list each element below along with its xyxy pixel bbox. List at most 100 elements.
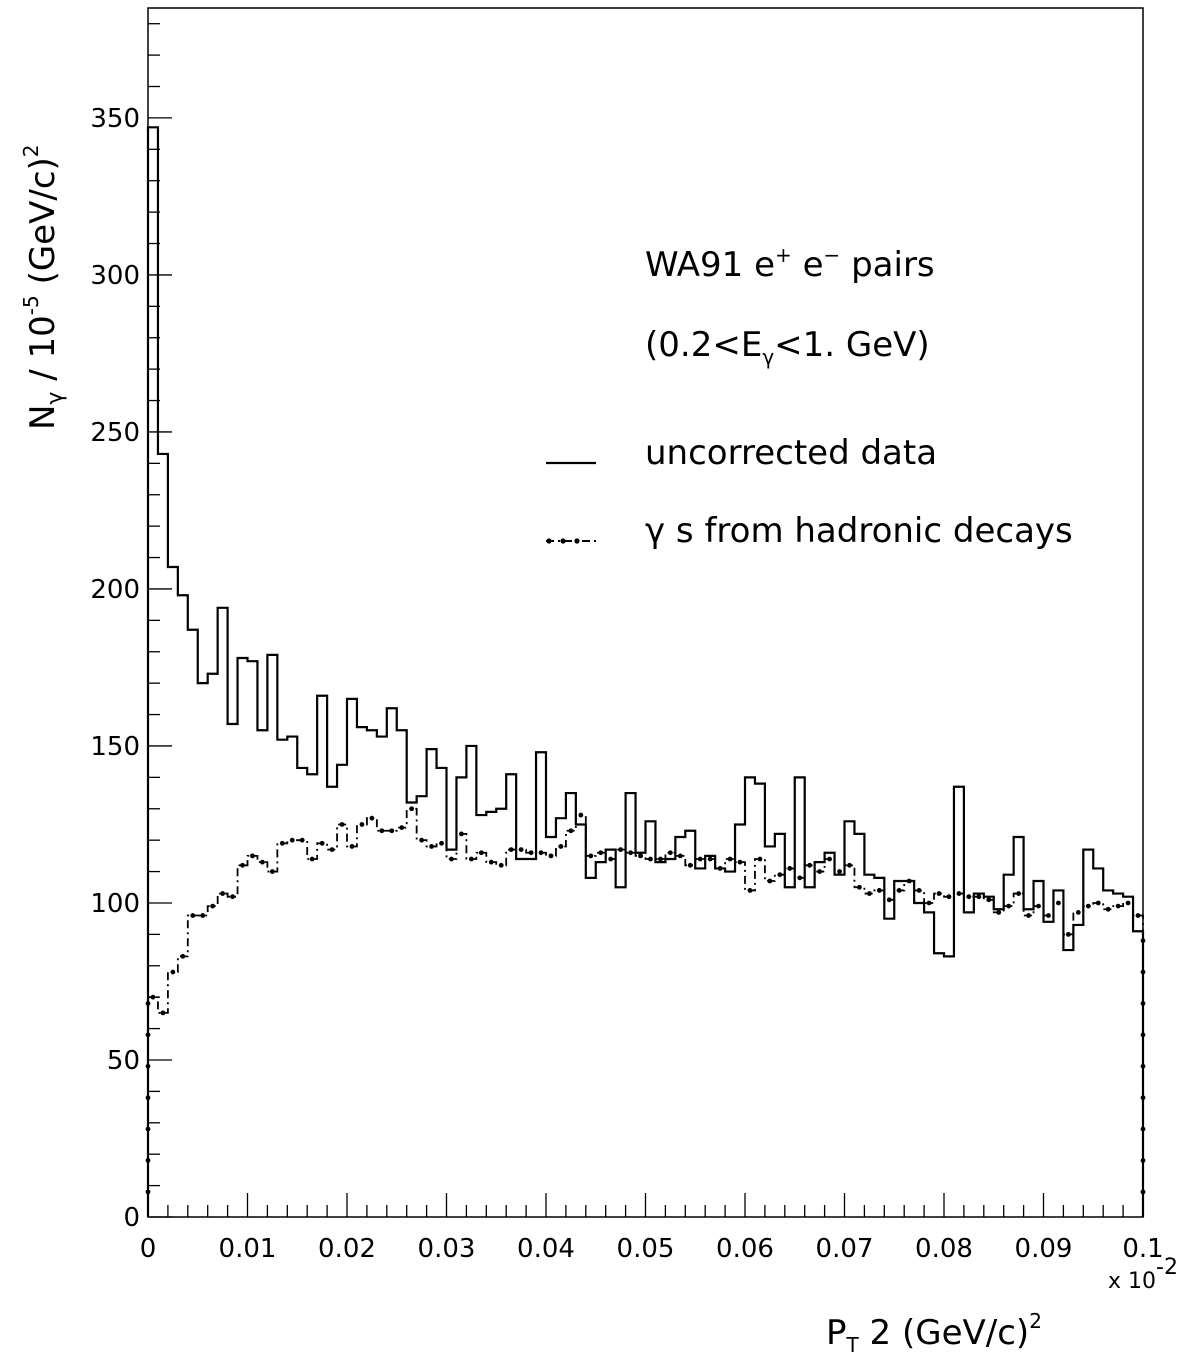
hadronic-dot (439, 840, 444, 846)
hadronic-dot (1135, 913, 1141, 918)
hadronic-dot (618, 847, 624, 852)
hadronic-dot (260, 859, 265, 865)
x-multiplier: x 10-2 (1108, 1255, 1178, 1294)
hadronic-edge-dot (1140, 1032, 1146, 1038)
x-tick-label: 0.01 (219, 1234, 277, 1264)
legend-swatch-dot-2 (560, 538, 566, 544)
hadronic-edge-dot (1140, 969, 1146, 975)
annotation-energy-b: <1. GeV) (774, 325, 930, 365)
hadronic-dot (279, 840, 285, 846)
hadronic-dot (747, 888, 753, 893)
hadronic-dot (667, 850, 673, 856)
hadronic-dot (876, 888, 882, 893)
hadronic-dot (1056, 900, 1061, 906)
hadronic-dot (508, 847, 514, 852)
hadronic-dot (817, 869, 823, 874)
hadronic-dot (468, 856, 474, 862)
hadronic-edge-dot (145, 1189, 151, 1195)
hadronic-dot (419, 837, 425, 843)
annotation-experiment-sup2: − (824, 243, 841, 267)
hadronic-dot (329, 847, 335, 852)
y-axis-label-sub: γ (43, 392, 68, 405)
hadronic-dot (1006, 903, 1012, 909)
hadronic-dot (727, 856, 733, 862)
hadronic-dot (598, 850, 604, 856)
annotation-energy-range: (0.2<Eγ<1. GeV) (645, 325, 930, 369)
hadronic-dot (339, 822, 345, 827)
y-axis-label-rest: (GeV/c) (23, 157, 63, 295)
hadronic-dot (777, 872, 783, 878)
x-tick-label: 0.07 (816, 1234, 874, 1264)
hadronic-dot (638, 853, 643, 859)
hadronic-dot (389, 828, 395, 834)
x-tick-label: 0.08 (915, 1234, 973, 1264)
y-tick-label: 300 (90, 261, 140, 291)
hadronic-edge-dot (145, 1001, 151, 1006)
hadronic-edge-dot (145, 1126, 151, 1132)
hadronic-dot (936, 891, 942, 896)
hadronic-dot (797, 875, 803, 881)
hadronic-dot (588, 853, 594, 859)
hadronic-edge-dot (1140, 1158, 1146, 1163)
hadronic-dot (827, 856, 832, 862)
hadronic-edge-dot (145, 1158, 151, 1163)
legend-label-hadronic: γ s from hadronic decays (645, 511, 1073, 551)
hadronic-dot (926, 900, 932, 906)
x-tick-label: 0.09 (1015, 1234, 1073, 1264)
hadronic-dot (767, 878, 773, 884)
x-tick-label: 0.05 (617, 1234, 675, 1264)
hadronic-dot (857, 884, 862, 890)
hadronic-dot (866, 891, 872, 896)
hadronic-dot (558, 844, 564, 849)
hadronic-dot (757, 856, 763, 862)
hadronic-dot (966, 894, 972, 900)
hadronic-dot (807, 862, 813, 868)
hadronic-dot (180, 953, 186, 959)
annotation-experiment: WA91 e+ e− pairs (645, 243, 935, 285)
hadronic-edge-dot (145, 1095, 151, 1101)
hadronic-dot (379, 828, 385, 834)
hadronic-dot (906, 878, 912, 884)
series-hadronic-decays (147, 807, 1144, 1217)
hadronic-dot (787, 866, 793, 871)
hadronic-dot (160, 1010, 166, 1016)
hadronic-dot (1046, 913, 1051, 918)
hadronic-dot (1085, 903, 1091, 909)
annotation-experiment-c: pairs (840, 245, 934, 285)
annotation-experiment-b: e (792, 245, 824, 285)
x-tick-label: 0.1 (1122, 1234, 1163, 1264)
y-tick-label: 250 (90, 418, 140, 448)
hadronic-dot (250, 853, 255, 859)
hadronic-dot (1036, 903, 1041, 909)
hadronic-dot (478, 850, 484, 856)
plot-frame (147, 7, 1144, 1218)
hadronic-dot (220, 891, 226, 896)
x-tick-label: 0.03 (418, 1234, 476, 1264)
hadronic-edge-dot (145, 1063, 151, 1069)
hadronic-dot (319, 840, 325, 846)
hadronic-edge-dot (1140, 1095, 1146, 1101)
hadronic-dot (986, 897, 992, 903)
hadronic-dot (309, 856, 315, 862)
hadronic-edge-dot (145, 1032, 151, 1038)
hadronic-dot (568, 828, 574, 834)
hadronic-edge-dot (1140, 1001, 1146, 1006)
hadronic-dot (409, 806, 415, 812)
x-axis-label-rest: 2 (GeV/c) (859, 1313, 1029, 1353)
hadronic-dot (1075, 909, 1081, 915)
hadronic-dot (578, 812, 584, 818)
hadronic-dot (200, 913, 206, 918)
hadronic-dot (1065, 931, 1071, 937)
x-axis-label-main: P (826, 1313, 847, 1353)
series-layer (145, 126, 1146, 1217)
hadronic-dot (230, 894, 235, 900)
annotation-experiment-sup1: + (775, 243, 792, 267)
x-axis-label: PT 2 (GeV/c)2 (826, 1309, 1042, 1357)
x-multiplier-base: x 10 (1108, 1269, 1156, 1294)
hadronic-dot (518, 847, 524, 852)
x-multiplier-exponent: -2 (1156, 1255, 1178, 1280)
hadronic-dot (737, 859, 743, 865)
hadronic-dot (459, 831, 464, 837)
hadronic-dot (608, 856, 614, 862)
hadronic-dot (916, 888, 922, 893)
